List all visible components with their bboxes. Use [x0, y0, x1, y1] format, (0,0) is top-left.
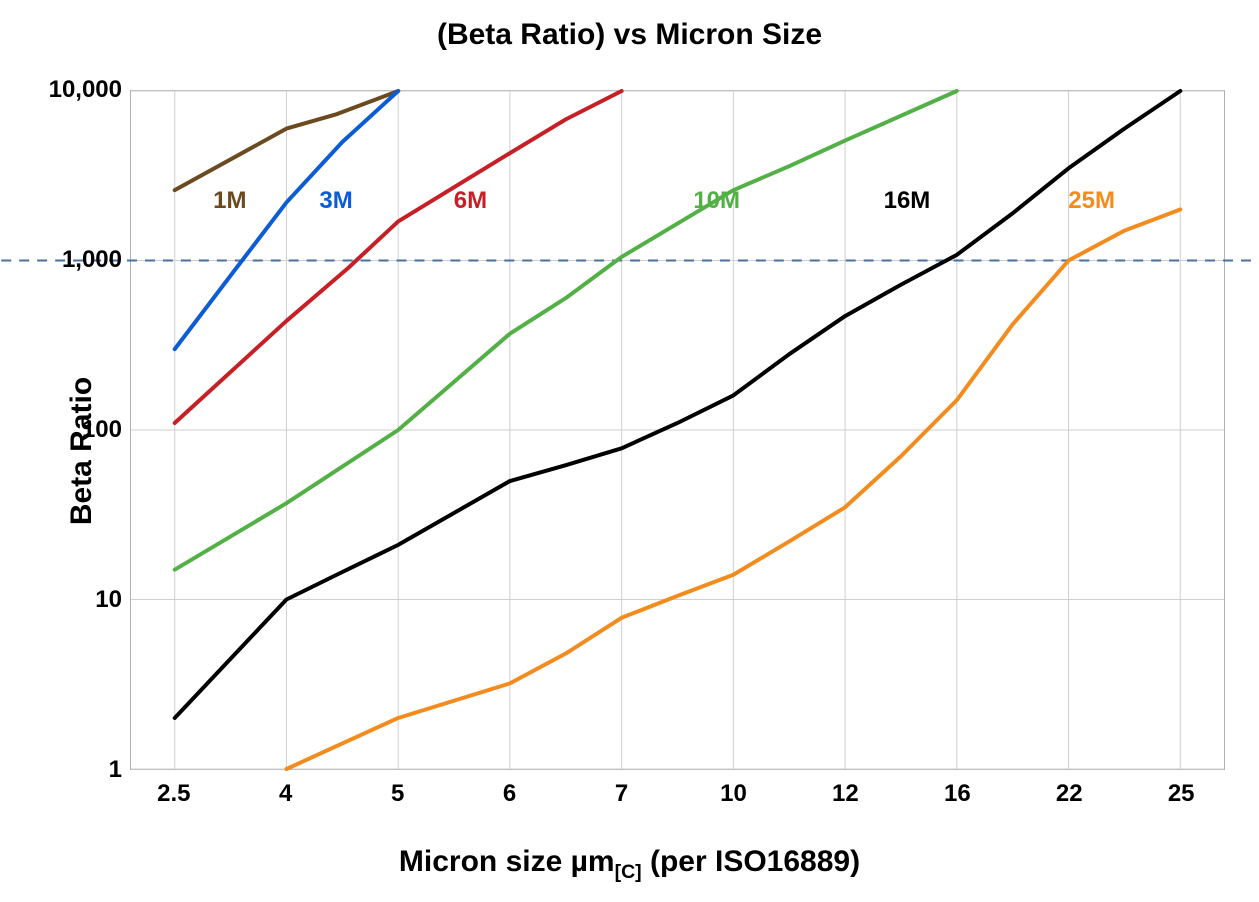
series-label-10M: 10M [693, 187, 740, 215]
y-tick-label: 10,000 [49, 76, 122, 104]
x-tick-label: 22 [1056, 780, 1083, 808]
series-label-16M: 16M [884, 187, 931, 215]
chart-container: (Beta Ratio) vs Micron Size Beta Ratio M… [0, 0, 1259, 902]
y-tick-label: 10 [95, 586, 122, 614]
x-tick-label: 5 [391, 780, 404, 808]
series-label-6M: 6M [454, 187, 487, 215]
x-tick-label: 10 [720, 780, 747, 808]
x-tick-label: 2.5 [157, 780, 190, 808]
y-tick-label: 100 [82, 416, 122, 444]
x-tick-label: 6 [503, 780, 516, 808]
chart-title: (Beta Ratio) vs Micron Size [0, 18, 1259, 52]
y-tick-label: 1,000 [62, 246, 122, 274]
x-tick-label: 25 [1168, 780, 1195, 808]
y-axis-label: Beta Ratio [65, 377, 99, 525]
series-line-16M [175, 91, 1181, 718]
series-line-10M [175, 91, 957, 570]
plot-svg [131, 91, 1224, 769]
x-tick-label: 4 [279, 780, 292, 808]
x-tick-label: 7 [615, 780, 628, 808]
y-tick-label: 1 [109, 756, 122, 784]
x-tick-label: 12 [832, 780, 859, 808]
series-label-1M: 1M [213, 187, 246, 215]
series-label-3M: 3M [319, 187, 352, 215]
x-tick-label: 16 [944, 780, 971, 808]
plot-area [130, 90, 1225, 770]
x-axis-label: Micron size µm[C] (per ISO16889) [0, 845, 1259, 884]
series-label-25M: 25M [1068, 187, 1115, 215]
